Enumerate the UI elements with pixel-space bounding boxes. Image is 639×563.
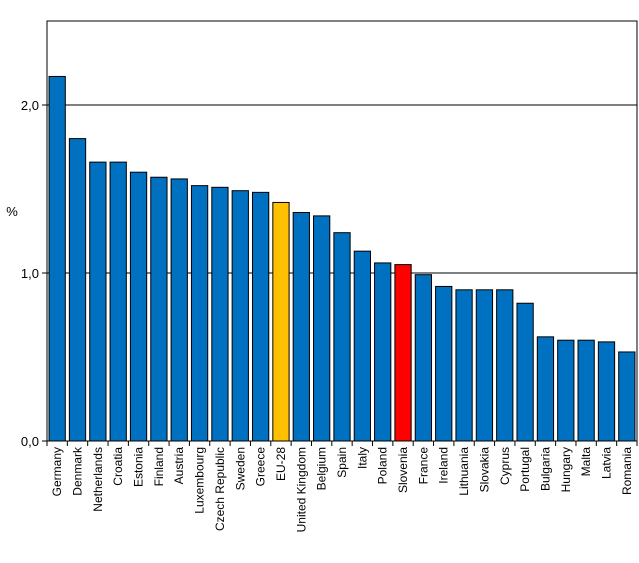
- bar-germany: [48, 75, 66, 442]
- bar-austria: [170, 178, 188, 442]
- bar-eu-28: [272, 201, 290, 442]
- x-tick-label: Cyprus: [498, 447, 512, 485]
- x-tick-label: Spain: [335, 447, 349, 478]
- x-tick-label: Slovakia: [477, 447, 491, 493]
- x-tick-label: Bulgaria: [538, 447, 552, 491]
- x-tick-label: Czech Republic: [213, 447, 227, 531]
- y-axis-ticks: 0,0 1,0 2,0: [21, 98, 47, 449]
- bar-luxembourg: [190, 185, 209, 442]
- x-tick-label: France: [416, 447, 430, 485]
- bar-estonia: [129, 171, 148, 442]
- x-tick-label: Slovenia: [396, 447, 410, 493]
- bar-slovenia: [394, 264, 412, 442]
- bar-lithuania: [455, 289, 473, 442]
- bar-greece: [251, 191, 270, 442]
- bar-ireland: [435, 285, 453, 442]
- x-tick-label: Finland: [152, 447, 166, 486]
- x-tick-label: Ireland: [437, 447, 451, 484]
- y-tick-label: 2,0: [21, 98, 39, 113]
- x-tick-label: Denmark: [71, 446, 85, 496]
- bar-latvia: [597, 341, 616, 442]
- x-tick-label: Netherlands: [91, 447, 105, 512]
- x-tick-label: EU-28: [274, 447, 288, 481]
- bar-hungary: [557, 339, 575, 442]
- x-tick-label: Lithuania: [457, 447, 471, 496]
- x-tick-label: Latvia: [599, 447, 613, 479]
- bar-denmark: [68, 138, 87, 442]
- y-tick-label: 0,0: [21, 434, 39, 449]
- x-tick-label: Greece: [254, 447, 268, 487]
- x-tick-label: United Kingdom: [294, 447, 308, 532]
- bar-netherlands: [89, 161, 107, 442]
- x-tick-label: Malta: [579, 447, 593, 477]
- bar-malta: [577, 339, 595, 442]
- bar-france: [414, 274, 433, 442]
- bar-bulgaria: [536, 336, 555, 442]
- bar-portugal: [516, 302, 534, 442]
- x-tick-label: Luxembourg: [193, 447, 207, 514]
- x-tick-label: Hungary: [559, 447, 573, 492]
- y-axis-label: %: [6, 204, 18, 219]
- x-tick-label: Estonia: [132, 447, 146, 487]
- bar-finland: [150, 176, 168, 442]
- x-tick-label: Romania: [620, 447, 634, 495]
- x-tick-label: Germany: [50, 447, 64, 496]
- bar-united-kingdom: [292, 212, 310, 442]
- bar-cyprus: [496, 289, 514, 442]
- bar-belgium: [313, 215, 331, 442]
- bar-italy: [353, 250, 371, 442]
- bar-slovakia: [475, 289, 494, 442]
- category-labels: Germany Denmark Netherlands Croatia Estonia F…: [46, 441, 638, 532]
- bars: [48, 75, 636, 442]
- bar-spain: [333, 232, 351, 442]
- bar-sweden: [231, 190, 249, 442]
- bar-poland: [374, 262, 392, 442]
- y-tick-label: 1,0: [21, 266, 39, 281]
- x-tick-label: Sweden: [233, 447, 247, 490]
- x-tick-label: Austria: [172, 447, 186, 485]
- bar-croatia: [109, 161, 127, 442]
- x-tick-label: Italy: [355, 447, 369, 469]
- x-tick-label: Portugal: [518, 447, 532, 492]
- x-tick-label: Croatia: [111, 447, 125, 486]
- x-tick-label: Poland: [376, 447, 390, 484]
- bar-czech-republic: [211, 186, 229, 442]
- x-tick-label: Belgium: [315, 447, 329, 490]
- bar-romania: [618, 351, 636, 442]
